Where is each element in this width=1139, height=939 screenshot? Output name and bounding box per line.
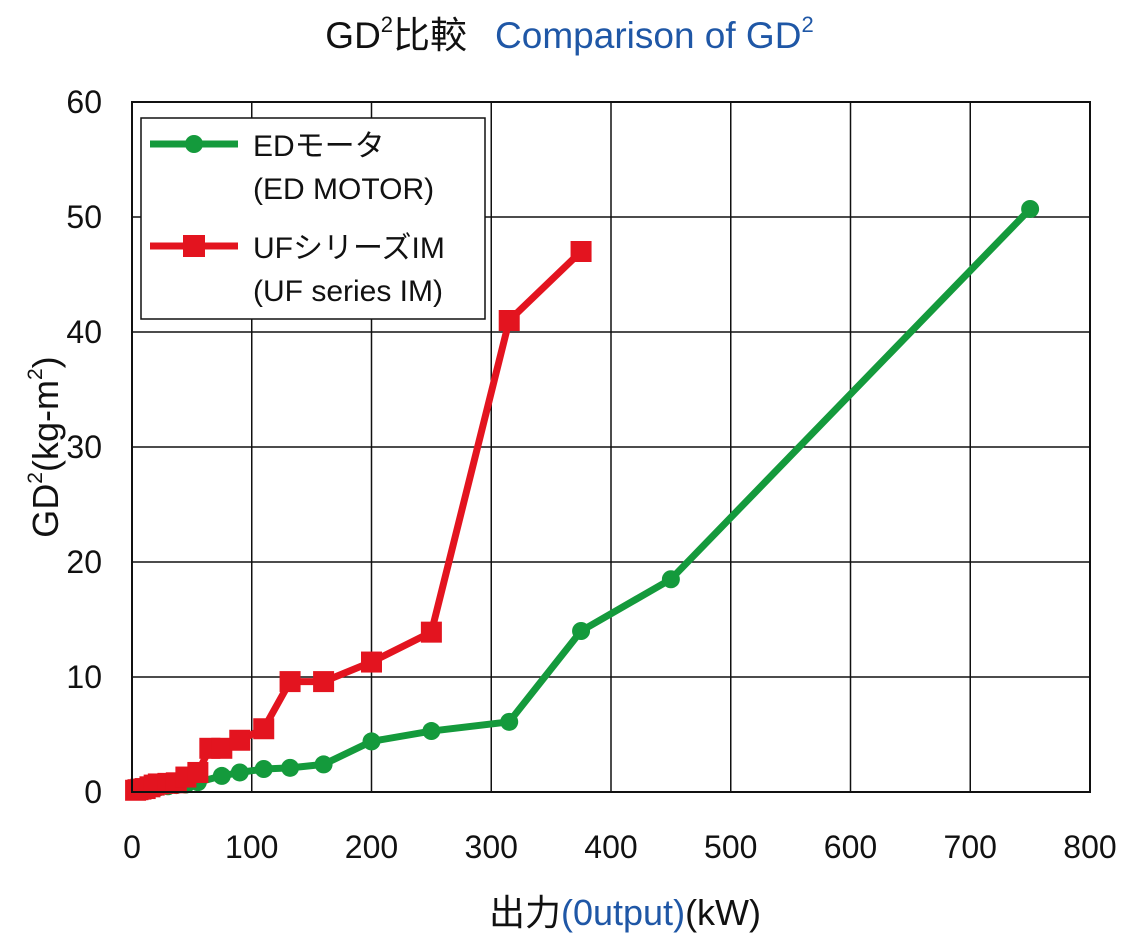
x-ticks-layer: 0 100 200 300 400 500 600 700 800: [123, 829, 1117, 865]
y-tick-label-40: 40: [66, 314, 102, 350]
legend-ed-label-line1: EDモータ: [253, 130, 385, 163]
x-tick-label-100: 100: [225, 829, 278, 865]
legend-uf-label-line1: UFシリーズIM: [253, 232, 445, 265]
y-axis-label-gd: GD: [25, 484, 66, 538]
x-axis-label-unit: (kW): [685, 892, 761, 933]
uf-point-18: [420, 621, 442, 643]
legend-ed-marker: [185, 135, 203, 153]
x-axis-label-en: (0utput): [561, 892, 685, 933]
y-tick-label-20: 20: [66, 544, 102, 580]
x-tick-label-0: 0: [123, 829, 141, 865]
x-tick-label-800: 800: [1063, 829, 1116, 865]
y-tick-label-30: 30: [66, 429, 102, 465]
chart-title: GD2比較 Comparison of GD2: [325, 12, 813, 56]
ed-point-16: [422, 722, 441, 741]
x-tick-label-400: 400: [584, 829, 637, 865]
uf-point-10: [187, 761, 209, 783]
y-ticks-layer: 0 10 20 30 40 50 60: [66, 84, 102, 810]
ed-point-20: [1021, 199, 1040, 218]
uf-point-20: [570, 241, 592, 262]
title-gd-superscript: 2: [381, 12, 393, 37]
legend-uf-label-line2: (UF series IM): [253, 275, 443, 308]
ed-point-19: [661, 570, 680, 589]
title-japanese: 比較: [393, 15, 467, 56]
ed-point-14: [314, 755, 333, 774]
legend-ed-label-line2: (ED MOTOR): [253, 173, 434, 206]
y-axis-label: GD2(kg-m2): [24, 356, 66, 537]
ed-point-15: [362, 732, 381, 751]
y-tick-label-0: 0: [84, 774, 102, 810]
legend-uf-marker: [183, 235, 205, 257]
x-axis-label: 出力(0utput)(kW): [489, 892, 761, 933]
x-tick-label-600: 600: [824, 829, 877, 865]
uf-point-16: [313, 671, 335, 693]
y-axis-label-unit-superscript: 2: [24, 368, 47, 380]
y-tick-label-10: 10: [66, 659, 102, 695]
title-gd: GD: [325, 15, 381, 56]
ed-point-12: [254, 760, 273, 778]
uf-point-13: [229, 729, 251, 751]
ed-point-11: [230, 763, 249, 782]
title-english: Comparison of GD: [495, 15, 801, 56]
ed-point-10: [212, 766, 231, 785]
y-tick-label-50: 50: [66, 199, 102, 235]
uf-point-19: [498, 310, 520, 331]
y-tick-label-60: 60: [66, 84, 102, 120]
ed-point-17: [500, 712, 519, 731]
x-tick-label-300: 300: [465, 829, 518, 865]
uf-point-14: [253, 718, 275, 740]
ed-point-18: [572, 622, 591, 640]
y-axis-label-unit-start: (kg-m: [25, 380, 66, 472]
title-english-superscript: 2: [801, 12, 813, 37]
uf-point-17: [361, 651, 382, 673]
y-axis-label-unit-end: ): [25, 356, 66, 368]
x-tick-label-200: 200: [345, 829, 398, 865]
uf-point-15: [279, 671, 301, 693]
x-tick-label-500: 500: [704, 829, 757, 865]
plot-frame: [131, 101, 1091, 793]
legend: EDモータ (ED MOTOR) UFシリーズIM (UF series IM): [140, 117, 486, 320]
y-axis-label-gd-superscript: 2: [24, 472, 47, 484]
ed-point-13: [281, 758, 300, 777]
x-tick-label-700: 700: [944, 829, 997, 865]
x-axis-label-jp: 出力: [489, 892, 561, 933]
uf-point-12: [211, 737, 233, 759]
